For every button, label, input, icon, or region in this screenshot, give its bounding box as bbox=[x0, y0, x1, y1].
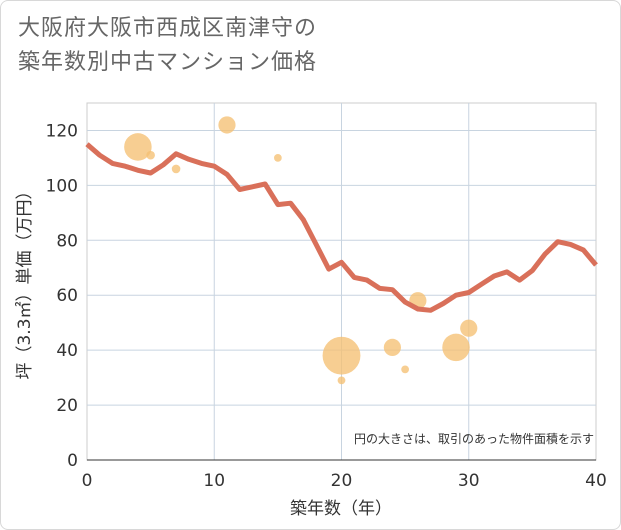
x-axis-label: 築年数（年） bbox=[290, 499, 392, 519]
y-tick-labels: 0 20 40 60 80 100 120 bbox=[46, 121, 78, 471]
title-line-2: 築年数別中古マンション価格 bbox=[18, 50, 318, 75]
bubble-8 bbox=[401, 365, 409, 374]
x-tick-label: 30 bbox=[458, 471, 480, 491]
bubble-7 bbox=[383, 338, 401, 357]
chart-title: 大阪府大阪市西成区南津守の 築年数別中古マンション価格 bbox=[18, 12, 317, 80]
bubble-6 bbox=[337, 376, 346, 385]
line-layer bbox=[85, 142, 598, 313]
bubble-11 bbox=[460, 319, 478, 337]
bubble-size-note: 円の大きさは、取引のあった物件面積を示す bbox=[354, 431, 594, 446]
bubble-2 bbox=[171, 164, 181, 174]
y-tick-label: 100 bbox=[46, 176, 78, 196]
price-line bbox=[85, 142, 598, 313]
x-tick-labels: 0 10 20 30 40 bbox=[82, 471, 607, 491]
y-axis-label: 坪（3.3㎡）単価（万円） bbox=[15, 182, 35, 379]
y-tick-label: 80 bbox=[56, 231, 78, 251]
x-tick-label: 0 bbox=[82, 471, 93, 491]
y-tick-label: 120 bbox=[46, 121, 78, 141]
bubble-4 bbox=[274, 154, 282, 162]
y-tick-label: 20 bbox=[56, 396, 78, 416]
grid-lines bbox=[87, 103, 596, 461]
bubble-3 bbox=[218, 116, 236, 134]
bubble-10 bbox=[442, 333, 470, 362]
bubble-1 bbox=[146, 150, 155, 160]
bubble-5 bbox=[322, 336, 361, 375]
bubble-0 bbox=[124, 133, 152, 161]
x-tick-label: 10 bbox=[203, 471, 225, 491]
title-line-1: 大阪府大阪市西成区南津守の bbox=[18, 16, 318, 41]
x-tick-label: 20 bbox=[331, 471, 353, 491]
y-tick-label: 40 bbox=[56, 341, 78, 361]
x-tick-label: 40 bbox=[585, 471, 607, 491]
y-tick-label: 0 bbox=[67, 451, 78, 471]
y-tick-label: 60 bbox=[56, 286, 78, 306]
